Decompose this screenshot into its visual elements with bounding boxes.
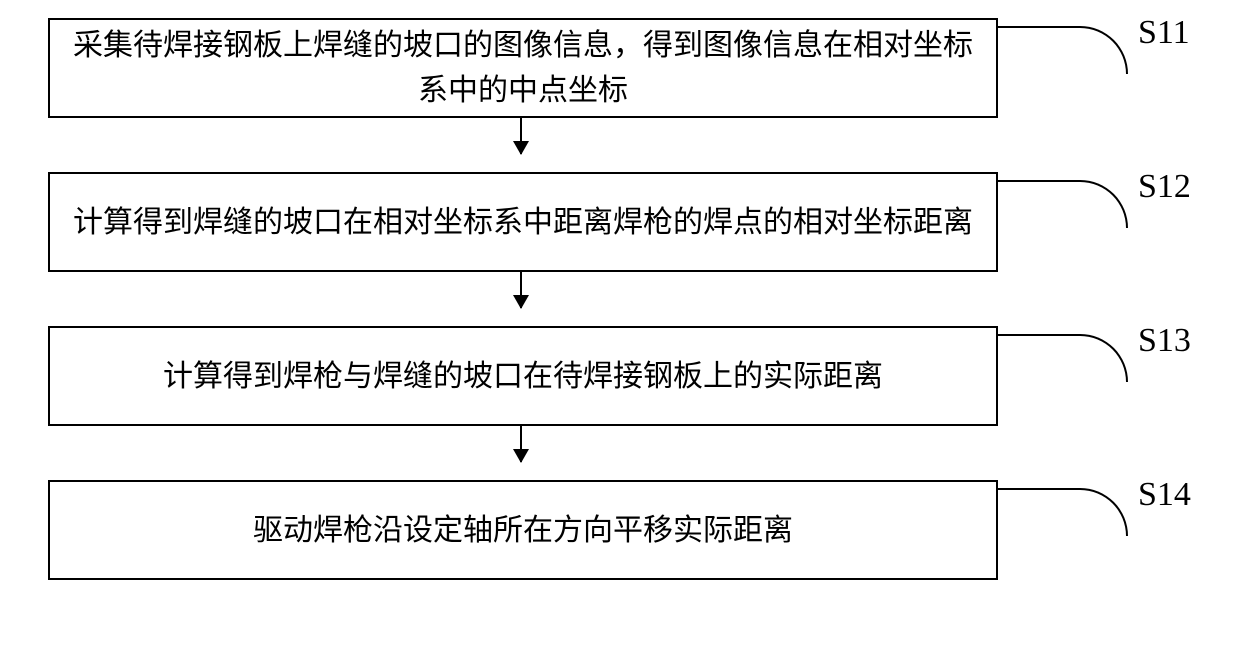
label-connector bbox=[998, 488, 1128, 536]
step-box-s11: 采集待焊接钢板上焊缝的坡口的图像信息，得到图像信息在相对坐标系中的中点坐标 bbox=[48, 18, 998, 118]
arrow-down-icon bbox=[520, 118, 522, 154]
step-text: 计算得到焊缝的坡口在相对坐标系中距离焊枪的焊点的相对坐标距离 bbox=[73, 200, 973, 245]
label-connector bbox=[998, 26, 1128, 74]
label-connector bbox=[998, 334, 1128, 382]
step-box-s12: 计算得到焊缝的坡口在相对坐标系中距离焊枪的焊点的相对坐标距离 bbox=[48, 172, 998, 272]
step-text: 驱动焊枪沿设定轴所在方向平移实际距离 bbox=[253, 508, 793, 553]
flowchart-container: 采集待焊接钢板上焊缝的坡口的图像信息，得到图像信息在相对坐标系中的中点坐标 S11… bbox=[0, 0, 1240, 647]
step-box-s13: 计算得到焊枪与焊缝的坡口在待焊接钢板上的实际距离 bbox=[48, 326, 998, 426]
step-text: 采集待焊接钢板上焊缝的坡口的图像信息，得到图像信息在相对坐标系中的中点坐标 bbox=[70, 23, 976, 113]
step-box-s14: 驱动焊枪沿设定轴所在方向平移实际距离 bbox=[48, 480, 998, 580]
arrow-down-icon bbox=[520, 426, 522, 462]
step-text: 计算得到焊枪与焊缝的坡口在待焊接钢板上的实际距离 bbox=[163, 354, 883, 399]
label-connector bbox=[998, 180, 1128, 228]
step-label-s12: S12 bbox=[1138, 168, 1191, 206]
step-label-s13: S13 bbox=[1138, 322, 1191, 360]
step-label-s11: S11 bbox=[1138, 14, 1190, 52]
step-label-s14: S14 bbox=[1138, 476, 1191, 514]
arrow-down-icon bbox=[520, 272, 522, 308]
